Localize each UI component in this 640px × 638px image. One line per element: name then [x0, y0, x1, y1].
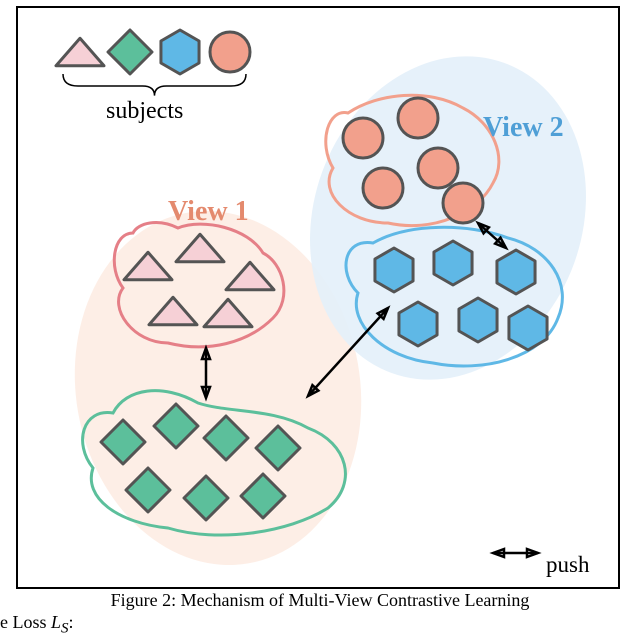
subcaption-math: L: [51, 612, 61, 632]
figure-border: subjects View 1 View 2 push: [16, 6, 620, 589]
diagram-svg: [18, 8, 618, 587]
subcaption-fragment: e Loss LS:: [0, 612, 74, 638]
view2-label: View 2: [483, 112, 564, 144]
subcaption-prefix: e Loss: [0, 612, 51, 632]
subcaption-suffix: :: [69, 612, 74, 632]
subjects-label: subjects: [106, 98, 183, 125]
push-label: push: [546, 552, 589, 578]
view1-label: View 1: [168, 196, 249, 228]
subcaption-sub: S: [61, 621, 69, 637]
figure-caption: Figure 2: Mechanism of Multi-View Contra…: [0, 590, 640, 611]
